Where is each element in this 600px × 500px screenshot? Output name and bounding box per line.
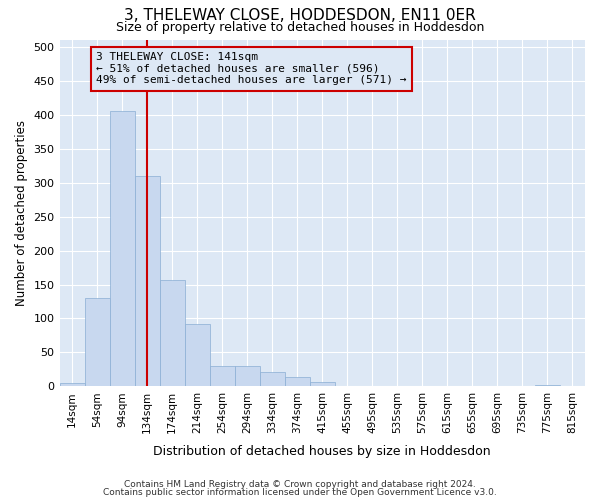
Bar (160, 280, 185, 386)
Bar (185, 324, 209, 386)
Text: Size of property relative to detached houses in Hoddesdon: Size of property relative to detached ho… (116, 21, 484, 34)
Bar (535, 385, 560, 386)
Bar (235, 366, 260, 386)
Bar (134, 176, 160, 386)
Bar (110, 112, 134, 386)
Y-axis label: Number of detached properties: Number of detached properties (15, 120, 28, 306)
Text: Contains public sector information licensed under the Open Government Licence v3: Contains public sector information licen… (103, 488, 497, 497)
Bar (209, 366, 235, 386)
X-axis label: Distribution of detached houses by size in Hoddesdon: Distribution of detached houses by size … (154, 444, 491, 458)
Bar (85, 298, 110, 386)
Text: 3, THELEWAY CLOSE, HODDESDON, EN11 0ER: 3, THELEWAY CLOSE, HODDESDON, EN11 0ER (124, 8, 476, 22)
Text: 3 THELEWAY CLOSE: 141sqm
← 51% of detached houses are smaller (596)
49% of semi-: 3 THELEWAY CLOSE: 141sqm ← 51% of detach… (97, 52, 407, 86)
Bar (310, 382, 335, 386)
Bar (285, 377, 310, 386)
Bar (59, 383, 85, 386)
Text: Contains HM Land Registry data © Crown copyright and database right 2024.: Contains HM Land Registry data © Crown c… (124, 480, 476, 489)
Bar (260, 372, 285, 386)
